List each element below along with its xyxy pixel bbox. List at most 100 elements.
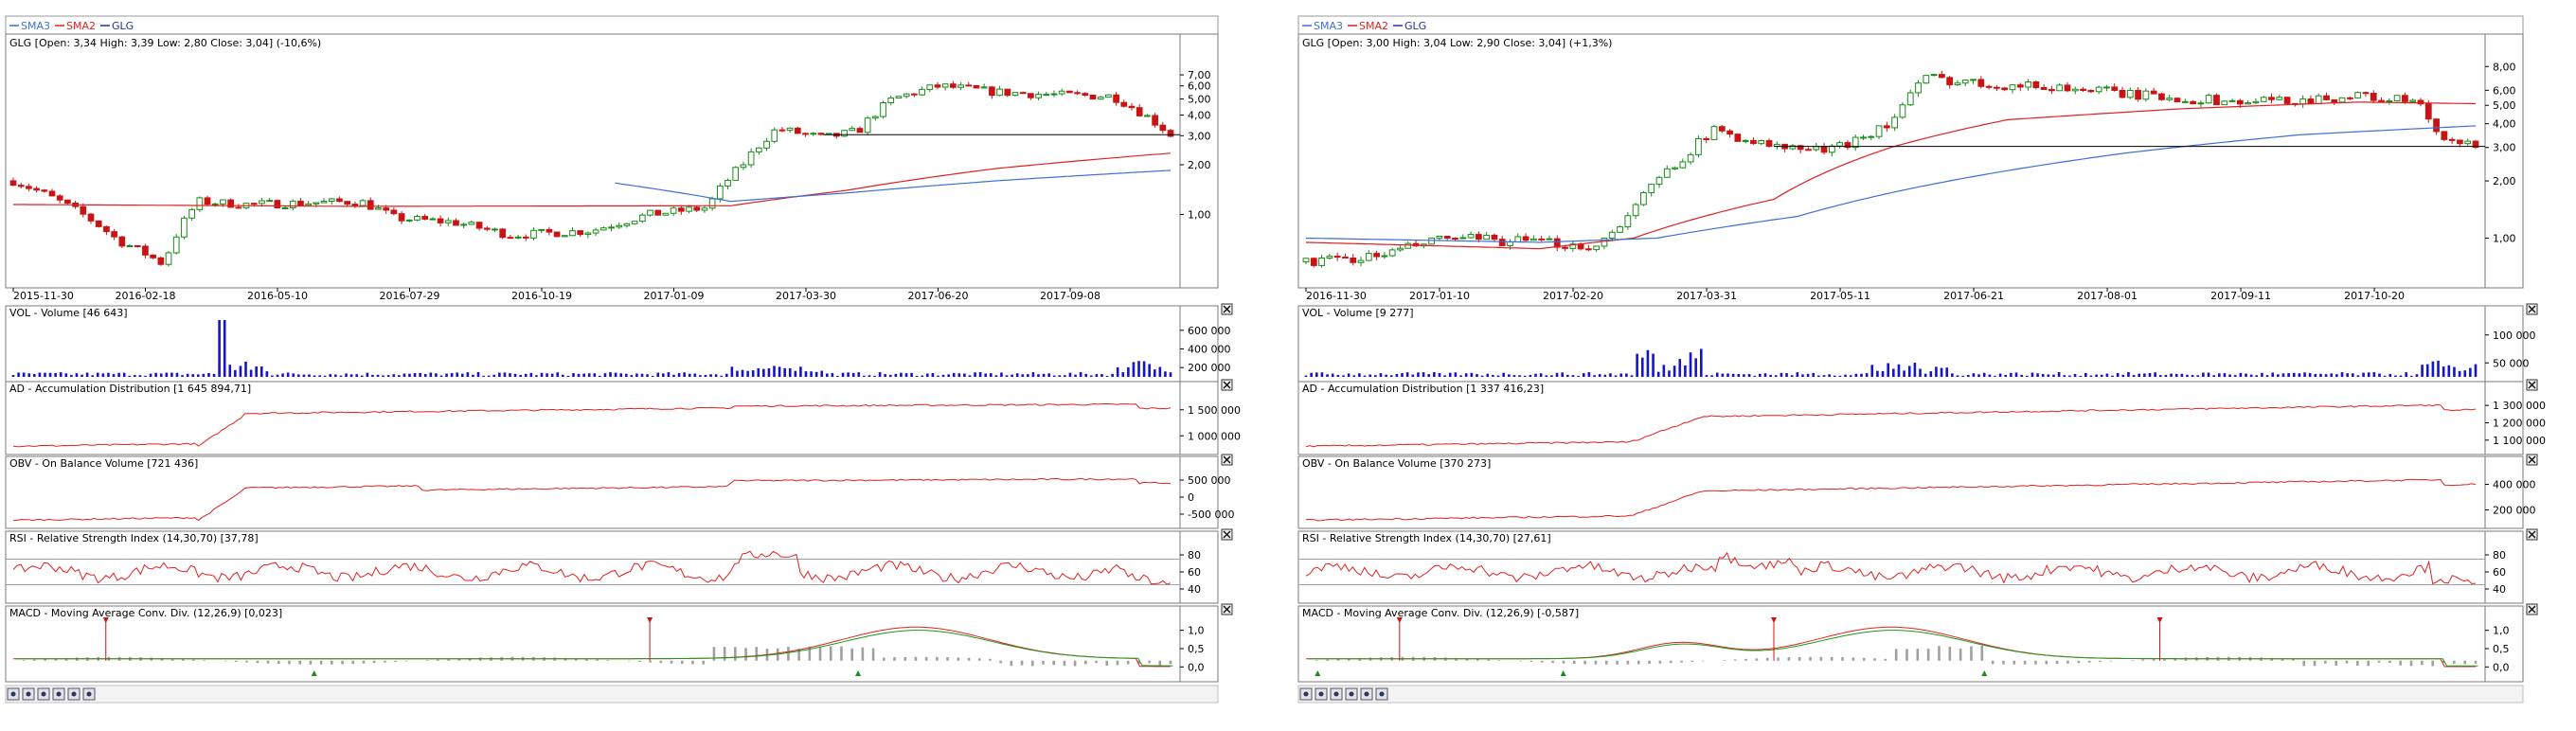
volume-bar [1153,369,1156,377]
volume-bar [546,373,548,377]
volume-bar [926,373,929,377]
candle [305,201,313,206]
close-panel-button[interactable] [1221,303,1233,315]
volume-bar [1737,373,1741,377]
volume-bar [392,374,396,377]
close-panel-button[interactable] [1221,528,1233,541]
volume-bar [2186,374,2189,377]
volume-bar [1105,375,1109,377]
volume-bar [376,374,380,377]
volume-bar [1127,366,1130,377]
candle-body [1977,79,1985,87]
candle [584,231,592,239]
volume-bar [1876,370,1879,377]
close-panel-button[interactable] [2526,603,2538,615]
volume-bar [11,374,15,377]
volume-bar [1652,353,1655,377]
volume-bar [847,372,850,377]
volume-bar [937,375,939,377]
price-tick-label: 7,00 [1188,69,1211,81]
volume-bar [1892,368,1895,377]
candle-body [1891,116,1899,129]
save-icon[interactable] [1299,687,1313,701]
candle-body [2040,86,2048,90]
print-icon[interactable] [1315,687,1328,701]
macd-histogram-bar [2334,660,2338,666]
close-panel-button[interactable] [1221,379,1233,391]
legend-item-sma3[interactable]: SMA3 [9,20,50,32]
legend-item-sma3[interactable]: SMA3 [1302,20,1343,32]
macd-histogram-bar [2302,660,2306,667]
date-tick-label: 2016-02-18 [116,290,176,302]
close-panel-button[interactable] [1221,603,1233,615]
volume-bar [107,372,110,377]
settings-icon[interactable] [82,687,96,701]
close-x-glyph [2528,530,2536,539]
volume-bar [2271,372,2275,377]
candle-body [1459,237,1467,240]
candle [1899,101,1906,119]
volume-bar [2287,373,2290,377]
close-panel-button[interactable] [2526,379,2538,391]
close-panel-button[interactable] [2526,303,2538,315]
close-panel-button[interactable] [2526,454,2538,466]
volume-bar [857,372,861,377]
volume-bar [1090,375,1093,377]
macd-histogram-bar [606,660,610,661]
volume-bar [487,375,491,377]
candle [1302,258,1310,265]
volume-bar [22,372,26,377]
close-panel-button[interactable] [1221,454,1233,466]
volume-bar [138,375,142,377]
candle-body [26,186,32,189]
candle-body [1765,140,1773,148]
volume-bar [773,366,776,377]
macd-histogram-bar [1358,657,1361,661]
sma2-line [1305,101,2477,250]
candle-body [1828,145,1835,153]
volume-bar [1822,375,1826,377]
volume-bar [957,373,961,377]
candle [103,225,110,236]
print-icon[interactable] [22,687,35,701]
zoom-out-icon[interactable] [52,687,65,701]
volume-bar [1512,375,1516,377]
candle-body [95,220,102,227]
volume-bar [329,374,332,377]
candle [2378,97,2385,102]
candle [1687,152,1694,165]
volume-bar [651,375,654,377]
legend-item-glg[interactable]: GLG [100,20,134,32]
legend-item-sma2[interactable]: SMA2 [1348,20,1388,32]
candle [608,223,615,232]
volume-bar [1897,364,1901,377]
volume-bar [386,375,390,377]
settings-icon[interactable] [1375,687,1388,701]
candle-body [654,209,662,216]
fit-icon[interactable] [1360,687,1373,701]
zoom-in-icon[interactable] [1330,687,1343,701]
price-tick-label: 4,00 [2493,118,2516,131]
candle [1546,235,1553,241]
volume-bar [297,374,300,377]
candle [1970,79,1977,84]
volume-bar [159,373,163,377]
zoom-in-icon[interactable] [37,687,50,701]
candle [817,133,825,136]
save-icon[interactable] [7,687,20,701]
indicator-frame [1297,605,2524,683]
zoom-out-icon[interactable] [1345,687,1358,701]
legend-item-glg[interactable]: GLG [1393,20,1426,32]
candle-body [708,198,716,209]
fit-icon[interactable] [67,687,80,701]
close-panel-button[interactable] [2526,528,2538,541]
legend-item-sma2[interactable]: SMA2 [55,20,96,32]
candle [2009,84,2016,94]
macd-histogram-bar [351,660,355,665]
candle-body [794,127,801,134]
candle-body [281,206,289,209]
volume-bar [1347,373,1351,377]
indicator-tick-label: 60 [1188,566,1201,579]
macd-histogram-bar [182,658,185,661]
volume-bar [1000,372,1003,377]
